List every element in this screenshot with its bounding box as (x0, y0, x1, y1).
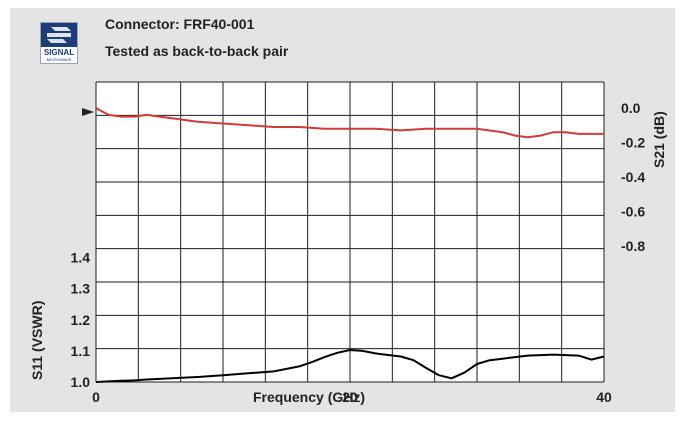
right-axis-ticks: 0.0 -0.2 -0.4 -0.6 -0.8 (621, 100, 645, 254)
s11-line (95, 349, 605, 383)
chart-panel: SIGNAL MICROWAVE Connector: FRF40-001 Te… (10, 8, 675, 412)
right-axis-label: S21 (dB) (651, 111, 667, 168)
s21-line (95, 107, 604, 139)
right-tick-label: -0.6 (621, 204, 645, 220)
logo-text-signal: SIGNAL (43, 48, 75, 57)
right-tick-label: -0.4 (621, 169, 645, 185)
logo-mark (41, 23, 77, 47)
left-tick-label: 1.2 (71, 312, 91, 328)
right-tick-label: -0.8 (621, 238, 645, 254)
left-tick-label: 1.4 (71, 250, 91, 266)
left-tick-label: 1.3 (71, 281, 91, 297)
right-tick-label: 0.0 (621, 100, 641, 116)
x-tick-label: 20 (342, 389, 358, 405)
x-axis-ticks: 0 20 40 (92, 389, 612, 405)
grid (95, 81, 605, 383)
reference-arrow (82, 108, 94, 116)
x-tick-label: 40 (596, 389, 612, 405)
left-tick-label: 1.1 (71, 343, 91, 359)
x-tick-label: 0 (92, 389, 100, 405)
left-axis-label: S11 (VSWR) (29, 301, 45, 380)
chart-title: Connector: FRF40-001 (105, 16, 255, 32)
chart-subtitle: Tested as back-to-back pair (105, 43, 289, 59)
left-tick-label: 1.0 (71, 374, 91, 390)
series-group (95, 107, 605, 383)
line-chart: 0 20 40 1.0 1.1 1.2 1.3 1.4 0.0 -0.2 -0.4 -0.6 -0.… (29, 81, 667, 405)
logo-text-microwave: MICROWAVE (46, 57, 72, 62)
right-tick-label: -0.2 (621, 135, 645, 151)
x-axis-label: Frequency (GHz) (253, 389, 365, 405)
signal-microwave-logo: SIGNAL MICROWAVE (40, 22, 78, 64)
left-axis-ticks: 1.0 1.1 1.2 1.3 1.4 (71, 250, 91, 390)
